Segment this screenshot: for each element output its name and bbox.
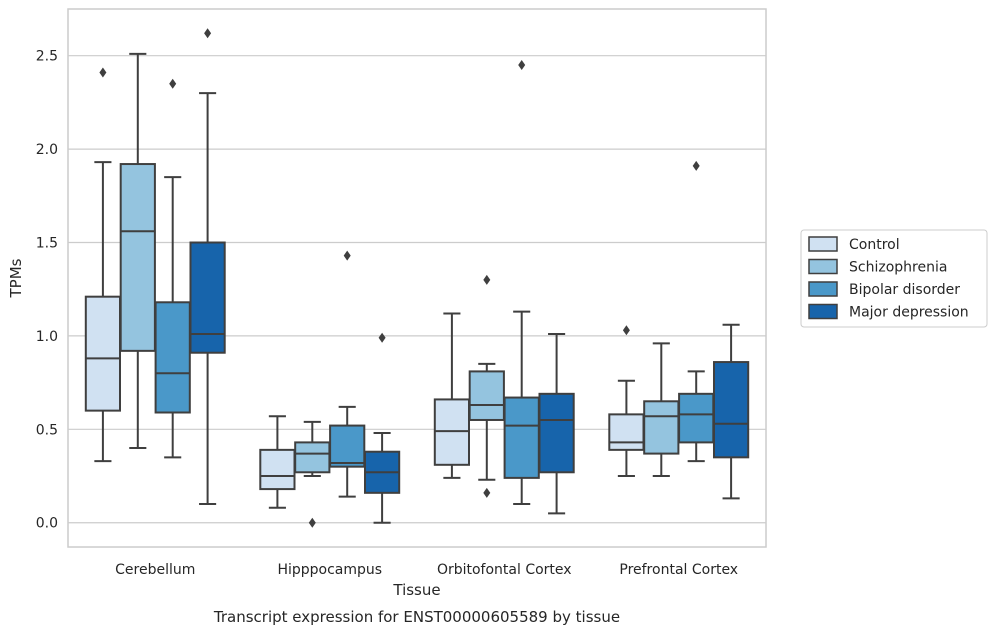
box [538,392,575,474]
legend-label: Bipolar disorder [849,282,960,298]
box [294,441,331,474]
legend-label: Control [849,237,900,253]
outlier-point [308,517,316,528]
outlier-point [378,332,386,343]
legend-swatch [808,258,838,275]
box [643,400,680,455]
chart-caption: Transcript expression for ENST0000060558… [213,608,620,626]
box-group [119,52,156,449]
y-tick-label: 1.0 [36,329,58,345]
box [259,448,296,491]
box [468,370,505,421]
box [154,301,191,414]
y-tick-labels: 0.0 0.5 1.0 1.5 2.0 2.5 [36,49,58,532]
x-tick-label: Orbitofontal Cortex [437,562,572,578]
box [503,396,540,479]
outlier-point [204,28,212,39]
boxplots [84,28,750,528]
legend-frame [800,229,988,328]
box-group [678,160,715,463]
outlier-point [483,274,491,285]
plot-frame [67,8,767,548]
legend-swatch [808,281,838,297]
outlier-point [518,60,526,71]
box-group [433,312,471,479]
y-tick-label: 1.5 [36,236,58,252]
y-tick-label: 2.0 [36,142,58,158]
outlier-point [343,250,351,261]
box-group [503,60,540,506]
box-group [189,28,226,506]
box-group [538,333,575,515]
legend-label: Schizophrenia [849,260,947,276]
box-group [468,274,505,498]
box-group [608,325,645,478]
legend-swatch [808,236,838,252]
box-group [363,332,401,524]
x-tick-labels: Cerebellum Hipppocampus Orbitofontal Corte… [115,562,738,578]
outlier-point [622,325,630,336]
box [712,361,750,459]
box-group [294,420,331,528]
outlier-point [483,487,491,498]
box-group [154,78,191,459]
legend-label: Major depression [849,305,969,321]
outlier-point [692,160,700,171]
x-tick-label: Cerebellum [115,562,195,578]
box-group [643,342,680,478]
box [329,424,366,468]
box-group [329,250,366,498]
x-tick-label: Prefrontal Cortex [619,562,738,578]
box [189,241,226,354]
box-group [84,67,122,463]
box [678,392,715,444]
box [84,295,122,412]
legend: Control Schizophrenia Bipolar disorder Majo… [800,229,988,328]
y-tick-label: 0.5 [36,422,58,438]
box [119,163,156,352]
x-tick-label: Hipppocampus [277,562,382,578]
x-axis-label: Tissue [392,581,440,599]
y-axis-label: TPMs [7,258,25,298]
box-group [259,415,296,509]
y-tick-label: 2.5 [36,49,58,65]
box [608,413,645,451]
box-group [712,323,750,500]
legend-swatch [808,303,838,320]
outlier-point [99,67,107,78]
outlier-point [169,78,177,89]
y-tick-label: 0.0 [36,516,58,532]
